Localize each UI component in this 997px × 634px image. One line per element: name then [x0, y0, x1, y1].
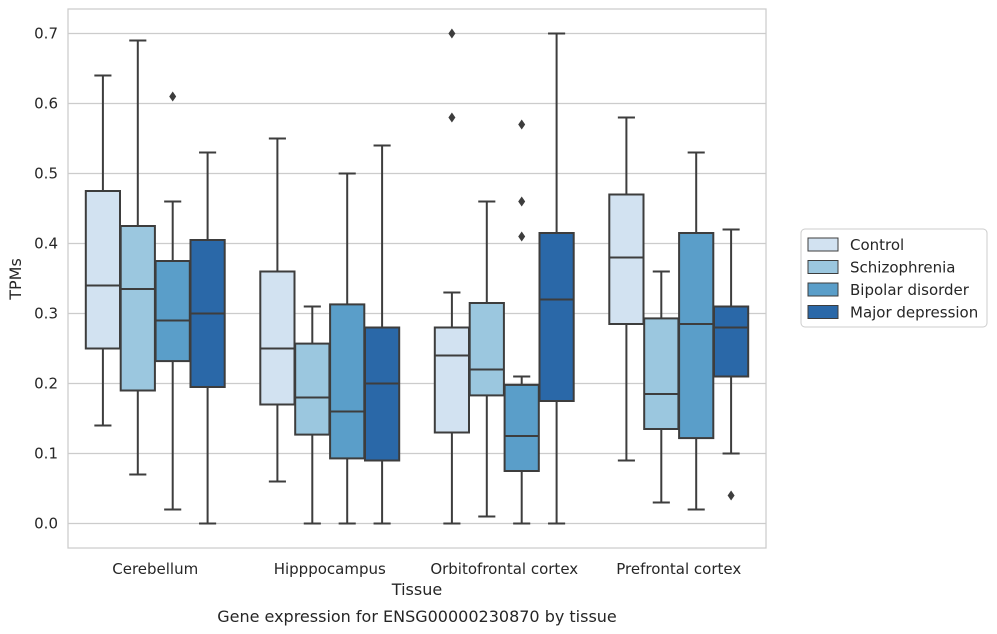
box-2-2: [294, 305, 331, 525]
y-tick-label: 0.7: [34, 25, 58, 43]
box-1-2: [119, 39, 156, 476]
y-tick-labels: 0.0 0.1 0.2 0.3 0.4 0.5 0.6 0.7: [34, 25, 58, 533]
box-1-1: [84, 74, 122, 427]
box-body: [608, 193, 645, 325]
outlier-point: [169, 91, 177, 102]
box-3-1: [433, 28, 471, 525]
x-tick-label: Hipppocampus: [274, 560, 386, 578]
box-1-4: [189, 151, 226, 525]
x-tick-label: Prefrontal cortex: [616, 560, 741, 578]
box-2-1: [259, 137, 296, 483]
legend-label: Schizophrenia: [850, 259, 955, 277]
y-tick-label: 0.0: [34, 515, 58, 533]
box-body: [329, 303, 366, 460]
box-body: [84, 190, 122, 350]
box-3-3: [503, 119, 540, 525]
box-body: [538, 232, 575, 402]
y-tick-label: 0.1: [34, 445, 58, 463]
box-body: [643, 317, 680, 430]
outlier-point: [448, 112, 456, 123]
legend-swatch: [807, 305, 839, 319]
box-body: [678, 232, 715, 440]
outlier-point: [518, 119, 526, 130]
y-tick-label: 0.4: [34, 235, 58, 253]
boxes: [84, 28, 750, 525]
box-1-3: [154, 91, 191, 511]
legend-label: Major depression: [850, 304, 978, 322]
box-body: [119, 225, 156, 392]
legend-label: Bipolar disorder: [850, 281, 970, 299]
box-body: [259, 270, 296, 406]
legend-swatch: [807, 260, 839, 274]
box-4-1: [608, 116, 645, 462]
outlier-point: [518, 196, 526, 207]
legend: Control Schizophrenia Bipolar disorder Majo…: [800, 228, 988, 328]
box-body: [503, 383, 540, 472]
box-body: [154, 260, 191, 363]
x-axis-label: Tissue: [391, 580, 442, 599]
outlier-point: [727, 490, 735, 501]
legend-swatch: [807, 282, 839, 297]
y-axis-label: TPMs: [6, 258, 25, 301]
outlier-point: [518, 231, 526, 242]
legend-swatch: [807, 237, 839, 252]
x-tick-labels: Cerebellum Hipppocampus Orbitofrontal cort…: [112, 560, 741, 578]
box-3-2: [468, 200, 505, 518]
box-body: [363, 326, 401, 462]
box-4-4: [712, 228, 750, 501]
box-body: [712, 305, 750, 378]
box-body: [468, 302, 505, 397]
legend-label: Control: [850, 236, 904, 254]
y-tick-label: 0.2: [34, 375, 58, 393]
y-tick-label: 0.3: [34, 305, 58, 323]
y-tick-label: 0.6: [34, 95, 58, 113]
box-3-4: [538, 32, 575, 525]
x-tick-label: Cerebellum: [112, 560, 198, 578]
y-gridlines: [68, 32, 766, 525]
legend-frame: [800, 228, 988, 328]
figure-caption: Gene expression for ENSG00000230870 by t…: [217, 607, 617, 626]
x-tick-label: Orbitofrontal cortex: [430, 560, 578, 578]
box-body: [433, 326, 471, 434]
y-tick-label: 0.5: [34, 165, 58, 183]
box-4-2: [643, 270, 680, 504]
outlier-point: [448, 28, 456, 39]
box-2-3: [329, 172, 366, 525]
box-2-4: [363, 144, 401, 525]
box-body: [294, 342, 331, 436]
